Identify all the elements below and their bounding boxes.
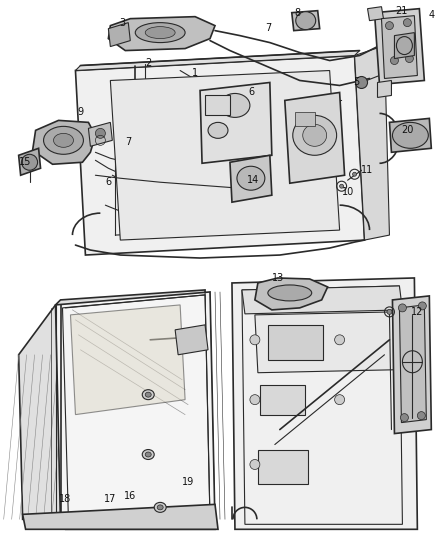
Text: 4: 4 — [428, 10, 434, 20]
Bar — [260, 385, 305, 415]
Ellipse shape — [220, 93, 250, 117]
Polygon shape — [200, 83, 272, 163]
Ellipse shape — [390, 56, 399, 64]
Text: 7: 7 — [265, 22, 271, 33]
Polygon shape — [230, 155, 272, 202]
Ellipse shape — [335, 335, 345, 345]
Ellipse shape — [387, 309, 392, 314]
Polygon shape — [110, 70, 339, 240]
Text: 12: 12 — [411, 307, 424, 317]
Polygon shape — [399, 305, 426, 423]
Ellipse shape — [250, 335, 260, 345]
Ellipse shape — [406, 54, 413, 62]
Text: 6: 6 — [105, 177, 111, 187]
Ellipse shape — [145, 452, 151, 457]
Ellipse shape — [250, 394, 260, 405]
Bar — [258, 449, 308, 484]
Polygon shape — [395, 33, 414, 59]
Polygon shape — [381, 15, 417, 78]
Polygon shape — [367, 7, 384, 21]
Ellipse shape — [399, 304, 406, 312]
Ellipse shape — [400, 414, 408, 422]
Ellipse shape — [385, 22, 393, 30]
Polygon shape — [71, 305, 185, 415]
Text: 15: 15 — [19, 157, 32, 167]
Polygon shape — [392, 296, 431, 433]
Ellipse shape — [208, 123, 228, 139]
Ellipse shape — [356, 77, 367, 88]
Text: 9: 9 — [78, 108, 84, 117]
Text: 13: 13 — [272, 273, 284, 283]
Text: 18: 18 — [60, 495, 72, 504]
Ellipse shape — [157, 505, 163, 510]
Text: 6: 6 — [249, 87, 255, 98]
Polygon shape — [255, 278, 328, 310]
Text: 17: 17 — [104, 495, 117, 504]
Polygon shape — [75, 51, 360, 70]
Polygon shape — [19, 290, 215, 529]
Polygon shape — [23, 504, 218, 529]
Ellipse shape — [403, 19, 411, 27]
Text: 8: 8 — [295, 7, 301, 18]
Text: 20: 20 — [401, 125, 413, 135]
Polygon shape — [175, 325, 208, 355]
Ellipse shape — [296, 12, 316, 30]
Ellipse shape — [142, 390, 154, 400]
Ellipse shape — [303, 124, 327, 147]
Ellipse shape — [268, 285, 312, 301]
Polygon shape — [292, 11, 320, 30]
Polygon shape — [389, 118, 431, 152]
Polygon shape — [285, 92, 345, 183]
Bar — [205, 95, 230, 116]
Ellipse shape — [353, 172, 357, 176]
Polygon shape — [374, 9, 424, 84]
Bar — [268, 325, 323, 360]
Ellipse shape — [95, 128, 106, 139]
Ellipse shape — [335, 394, 345, 405]
Ellipse shape — [43, 126, 83, 154]
Ellipse shape — [21, 154, 38, 170]
Text: 7: 7 — [125, 138, 131, 147]
Ellipse shape — [142, 449, 154, 459]
Ellipse shape — [53, 133, 74, 147]
Ellipse shape — [392, 123, 428, 148]
Text: 21: 21 — [395, 6, 408, 15]
Ellipse shape — [418, 302, 426, 310]
Text: 2: 2 — [145, 58, 152, 68]
Polygon shape — [378, 80, 392, 98]
Ellipse shape — [417, 411, 425, 419]
Polygon shape — [232, 278, 417, 529]
Ellipse shape — [145, 27, 175, 38]
Ellipse shape — [237, 166, 265, 190]
Text: 16: 16 — [124, 491, 136, 502]
Ellipse shape — [293, 116, 337, 155]
Polygon shape — [255, 312, 396, 373]
Text: 1: 1 — [192, 68, 198, 77]
Ellipse shape — [135, 22, 185, 43]
Polygon shape — [108, 22, 130, 46]
Ellipse shape — [154, 503, 166, 512]
Text: 11: 11 — [361, 165, 374, 175]
Bar — [295, 112, 314, 126]
Text: 5: 5 — [353, 77, 360, 87]
Text: 3: 3 — [119, 18, 125, 28]
Ellipse shape — [145, 392, 151, 397]
Text: 19: 19 — [182, 478, 194, 488]
Ellipse shape — [339, 184, 343, 188]
Polygon shape — [32, 120, 95, 164]
Text: 10: 10 — [342, 187, 354, 197]
Polygon shape — [75, 55, 364, 255]
Polygon shape — [56, 292, 215, 524]
Polygon shape — [355, 46, 389, 240]
Ellipse shape — [250, 459, 260, 470]
Text: 14: 14 — [247, 175, 259, 185]
Polygon shape — [88, 123, 112, 147]
Polygon shape — [242, 286, 403, 314]
Polygon shape — [19, 148, 41, 175]
Polygon shape — [108, 17, 215, 51]
